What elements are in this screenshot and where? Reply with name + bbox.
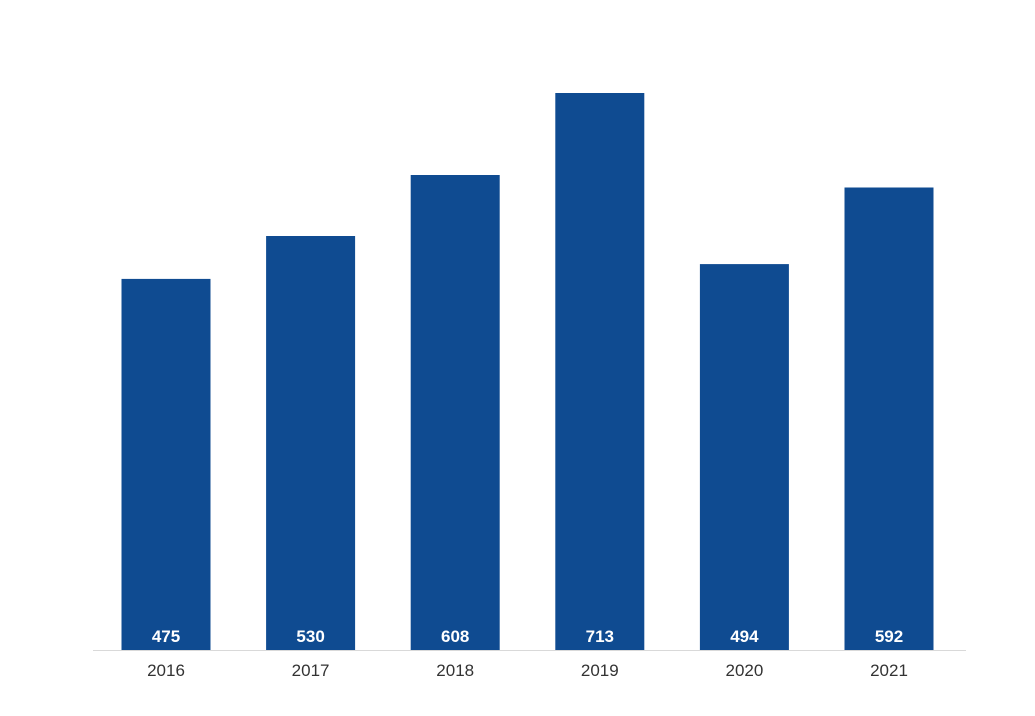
data-label-2017: 530	[296, 627, 324, 646]
data-label-2016: 475	[152, 627, 180, 646]
x-tick-label-2017: 2017	[292, 661, 330, 680]
bar-2021	[844, 187, 934, 650]
x-axis-ticks: 2016 2017 2018 2019 2020 2021	[147, 661, 908, 680]
data-label-2020: 494	[730, 627, 759, 646]
data-label-2018: 608	[441, 627, 469, 646]
bar-2020	[699, 264, 789, 650]
data-label-2019: 713	[586, 627, 614, 646]
data-label-2021: 592	[875, 627, 903, 646]
bar-2016	[121, 278, 211, 650]
x-tick-label-2019: 2019	[581, 661, 619, 680]
bar-2017	[266, 236, 356, 650]
x-tick-label-2018: 2018	[436, 661, 474, 680]
x-tick-label-2020: 2020	[725, 661, 763, 680]
x-tick-label-2016: 2016	[147, 661, 185, 680]
bar-2019	[555, 93, 645, 650]
bars-layer	[121, 93, 934, 650]
x-tick-label-2021: 2021	[870, 661, 908, 680]
labels-layer: 475 530 608 713 494 592	[152, 627, 903, 646]
bar-2018	[410, 175, 500, 650]
